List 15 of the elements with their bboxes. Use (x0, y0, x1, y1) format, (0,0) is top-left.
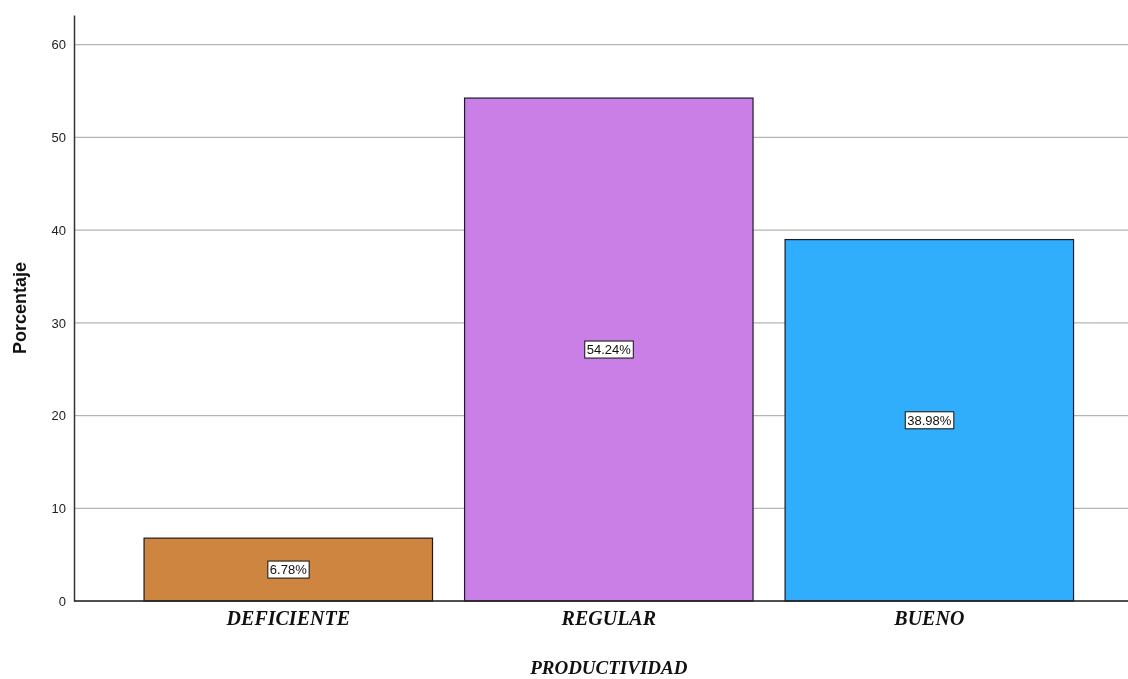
y-tick-label: 40 (51, 222, 66, 238)
data-label: 6.78% (269, 562, 308, 578)
y-tick-label: 20 (51, 408, 66, 424)
y-tick-label: 30 (51, 315, 66, 331)
x-tick-label: DEFICIENTE (225, 607, 350, 630)
x-axis-title: PRODUCTIVIDAD (529, 657, 688, 678)
x-tick-label: BUENO (893, 607, 965, 630)
y-tick-label: 0 (58, 593, 66, 609)
y-axis-title: Porcentaje (10, 261, 30, 355)
data-label: 38.98% (907, 412, 952, 428)
y-tick-label: 60 (51, 37, 66, 53)
y-tick-label: 10 (51, 500, 66, 516)
data-label: 54.24% (586, 342, 632, 358)
y-tick-label: 50 (51, 130, 66, 146)
x-tick-label: REGULAR (560, 607, 657, 630)
